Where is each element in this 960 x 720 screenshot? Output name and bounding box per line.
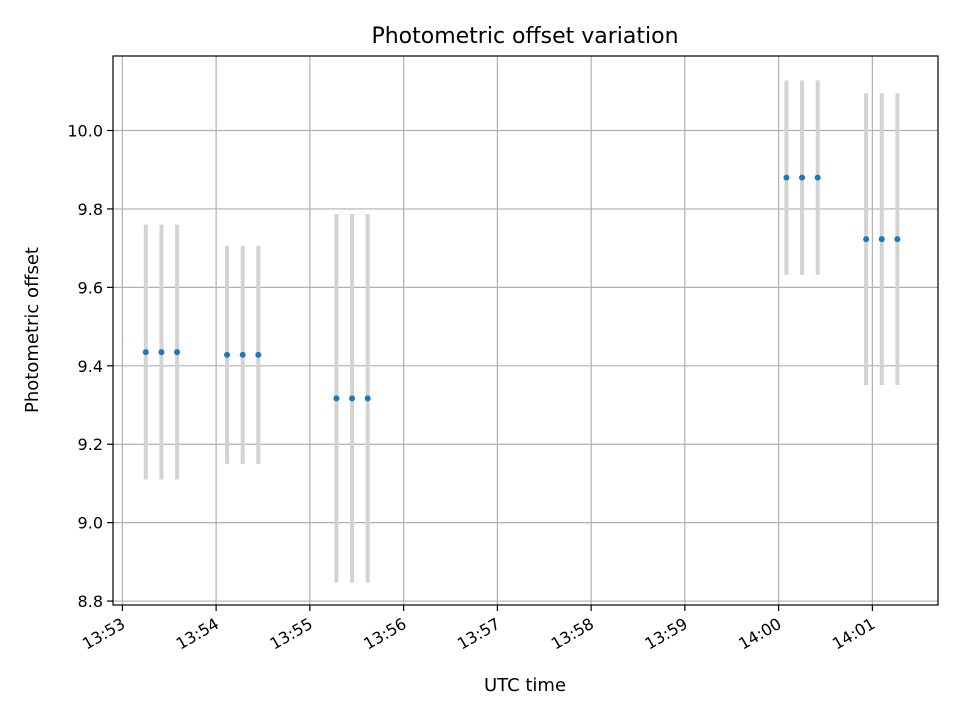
data-point [349, 395, 356, 402]
y-tick-label: 9.0 [78, 514, 103, 533]
data-point [224, 351, 231, 358]
plot-frame [112, 55, 939, 606]
data-point [158, 349, 165, 356]
data-point [255, 351, 262, 358]
y-axis-ticks: 8.8 9.0 9.2 9.4 9.6 9.8 10.0 [67, 122, 113, 611]
data-point [878, 236, 885, 243]
data-point [333, 395, 340, 402]
data-point [814, 174, 821, 181]
y-tick-label: 10.0 [67, 122, 103, 141]
x-axis-label: UTC time [484, 675, 566, 696]
y-tick-label: 9.4 [78, 357, 103, 376]
data-point [174, 349, 181, 356]
data-point [863, 236, 870, 243]
data-point [239, 351, 246, 358]
data-point [142, 349, 149, 356]
data-point [364, 395, 371, 402]
y-tick-label: 9.8 [78, 200, 103, 219]
y-axis-label: Photometric offset [22, 247, 43, 413]
data-points [142, 174, 901, 402]
data-point [799, 174, 806, 181]
chart-title: Photometric offset variation [371, 24, 678, 49]
y-tick-label: 8.8 [78, 592, 103, 611]
y-tick-label: 9.2 [78, 435, 103, 454]
data-point [894, 236, 901, 243]
data-point [783, 174, 790, 181]
y-tick-label: 9.6 [78, 278, 103, 297]
